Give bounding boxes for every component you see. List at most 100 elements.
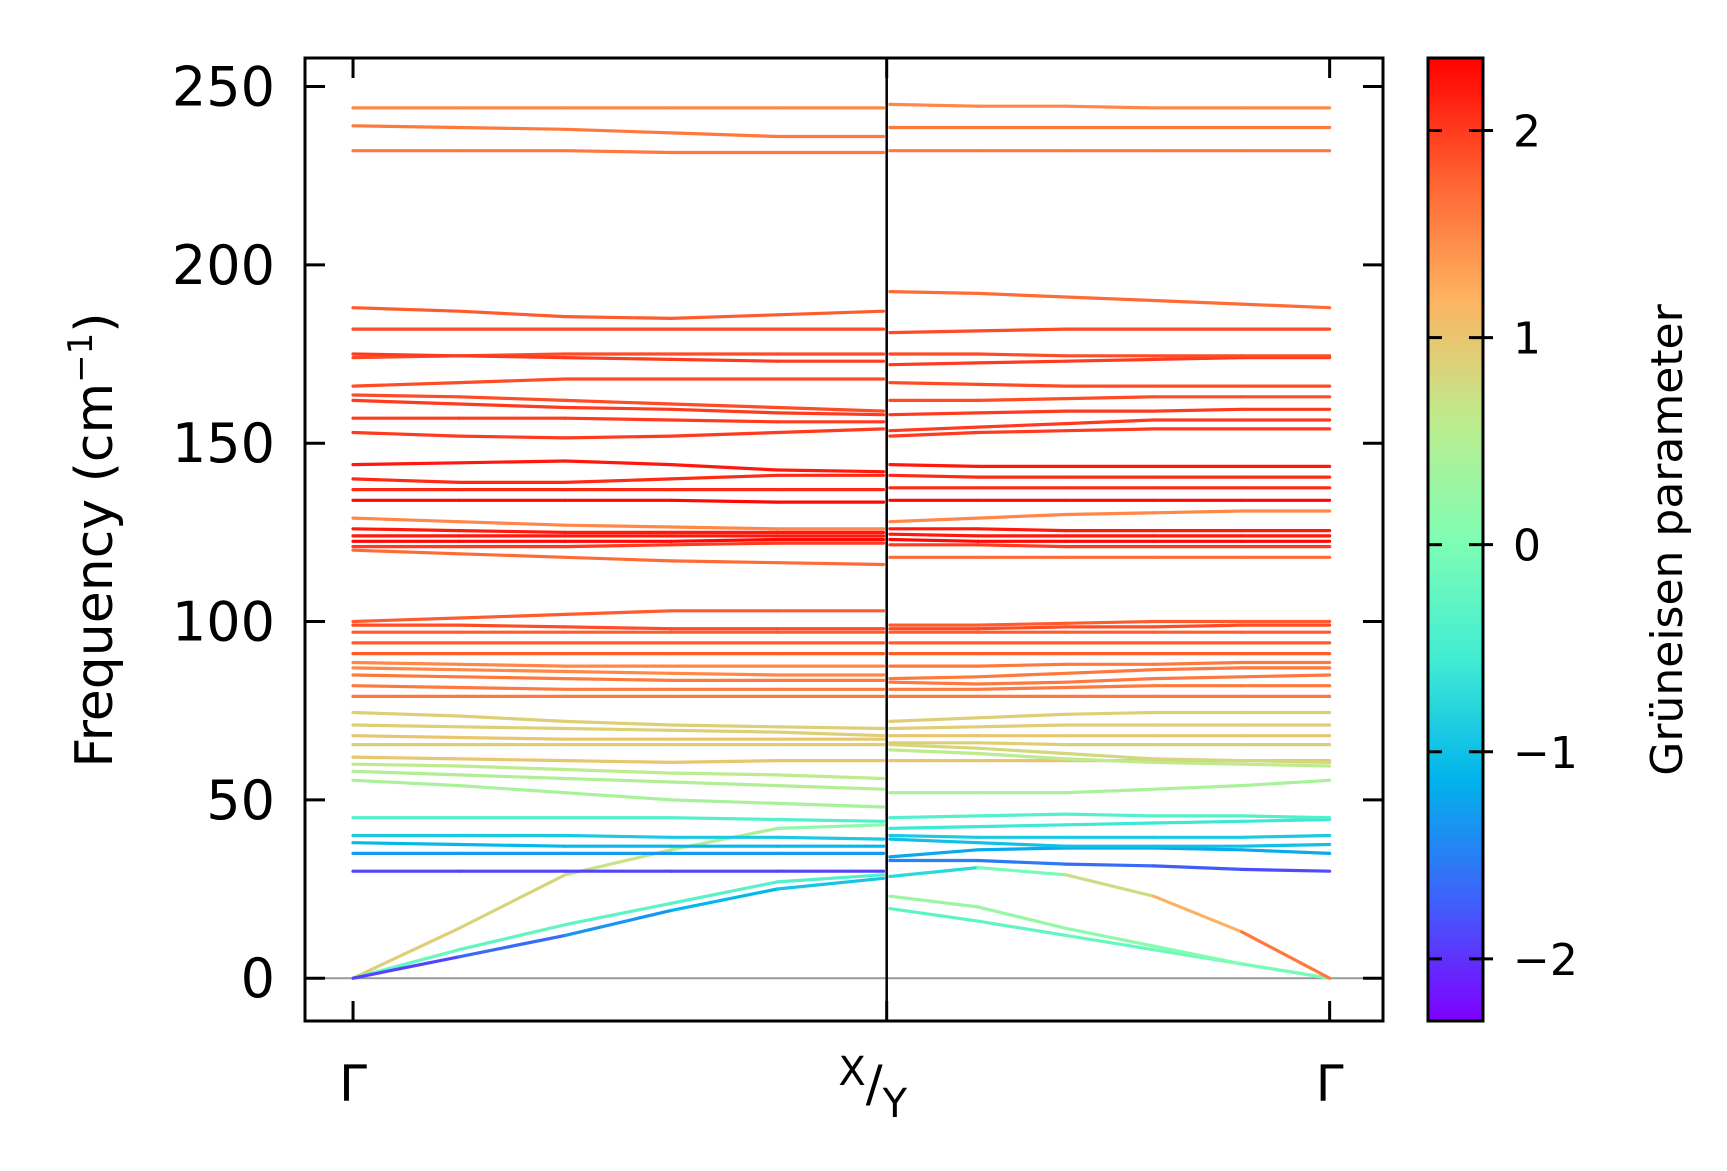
band-segment [457,377,567,385]
band-segment [457,764,567,772]
band-segment [976,919,1068,938]
band-segment [351,616,461,624]
band-segment [1064,418,1156,426]
band-segment [563,127,673,135]
band-segment [888,748,980,756]
band-segment [351,755,461,761]
band-segment [457,520,567,527]
band-gamma-x-19 [351,666,886,677]
band-segment [351,516,461,524]
band-segment [775,405,886,413]
band-segment [976,685,1068,691]
band-y-gamma-5 [888,837,1332,848]
band-gamma-x-7 [351,816,886,823]
band-y-gamma-28 [888,543,1332,549]
band-y-gamma-2 [888,865,1332,980]
band-segment [888,865,980,879]
band-y-gamma-6 [888,833,1332,839]
band-segment [976,662,1068,668]
band-segment [563,625,673,631]
x-tick-label: Γ [1316,1055,1344,1113]
plot-frame [303,56,1385,1023]
x-axis-ticks: Γ X/Y Γ [339,58,1344,1127]
colorbar-tick-label: −2 [1513,935,1578,986]
colorbar-gradient [1426,56,1485,1023]
band-segment [1240,962,1332,980]
band-gamma-x-5 [351,841,886,848]
band-segment [888,833,980,839]
y-tick-label: 150 [172,412,275,475]
band-gamma-x-32 [351,498,886,504]
band-segment [457,612,567,620]
band-segment [1064,812,1156,818]
band-gamma-x-40 [351,377,886,388]
band-segment [976,671,1068,679]
band-segment [351,306,461,313]
band-segment [888,516,980,524]
band-segment [563,416,673,422]
band-y-gamma-16 [888,710,1332,724]
band-segment [563,669,673,675]
band-segment [1240,673,1332,679]
band-segment [351,660,461,666]
band-segment [888,290,980,295]
band-segment [888,102,980,108]
band-segment [457,668,567,674]
band-segment [1240,778,1332,788]
band-y-gamma-3 [888,858,1332,873]
band-segment [563,523,673,529]
band-segment [669,780,780,788]
band-segment [1152,407,1244,413]
band-segment [563,676,673,683]
band-y-gamma-41 [888,381,1332,388]
band-segment [775,835,886,841]
band-segment [669,537,780,543]
band-segment [888,463,980,468]
band-segment [775,730,886,738]
band-segment [775,876,886,891]
band-segment [888,837,980,845]
band-segment [669,671,780,677]
band-y-gamma-48 [888,102,1332,110]
band-y-gamma-29 [888,537,1332,543]
band-segment [976,865,1068,877]
band-y-gamma-12 [888,742,1332,765]
band-y-gamma-15 [888,723,1332,731]
band-gamma-x-18 [351,673,886,683]
band-segment [976,422,1068,429]
band-segment [457,309,567,319]
band-segment [1064,873,1156,898]
band-y-gamma-35 [888,473,1332,479]
band-segment [888,381,980,386]
band-segment [976,841,1068,848]
band-segment [457,842,567,848]
band-segment [351,778,461,788]
band-segment [669,559,780,565]
band-segment [1064,511,1156,517]
band-segment [563,356,673,361]
band-segment [1152,760,1244,766]
band-gamma-x-11 [351,755,886,765]
band-segment [351,381,461,388]
band-segment [976,625,1068,631]
band-segment [976,327,1068,333]
band-segment [563,767,673,775]
band-segment [888,675,980,681]
band-segment [888,894,980,909]
band-segment [351,723,461,729]
band-segment [1240,302,1332,310]
band-gamma-x-24 [351,623,886,631]
band-segment [1152,894,1244,934]
band-y-gamma-18 [888,684,1332,691]
band-segment [775,773,886,781]
band-y-gamma-42 [888,356,1332,367]
band-segment [563,398,673,406]
band-gamma-x-39 [351,393,886,413]
band-segment [351,393,461,399]
band-segment [976,712,1068,720]
band-segment [775,309,886,317]
band-segment [888,411,980,417]
band-segment [1240,833,1332,839]
band-segment [457,933,567,959]
band-segment [1064,787,1156,795]
